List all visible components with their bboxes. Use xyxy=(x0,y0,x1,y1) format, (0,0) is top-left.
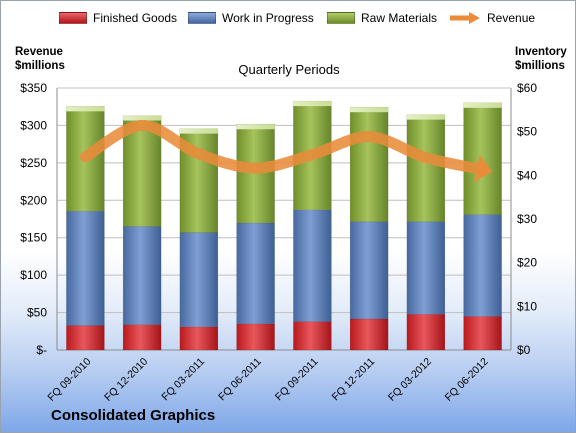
x-tick-label: FQ 12-2011 xyxy=(330,356,378,404)
left-axis-title: Revenue $millions xyxy=(15,45,65,73)
bar-finished-goods xyxy=(122,324,162,351)
right-tick-label: $30 xyxy=(517,212,537,226)
right-tick-label: $50 xyxy=(517,125,537,139)
x-tick-label: FQ 12-2010 xyxy=(102,356,150,404)
x-tick-label: FQ 09-2011 xyxy=(273,356,321,404)
legend-arrow-icon xyxy=(450,12,480,24)
right-tick-label: $40 xyxy=(517,168,537,182)
left-tick-label: $100 xyxy=(20,268,47,282)
left-axis-title-line-2: $millions xyxy=(15,60,65,72)
right-axis-title-line-2: $millions xyxy=(515,60,565,72)
bar-top-cap xyxy=(123,115,162,121)
bar-raw-materials xyxy=(406,114,446,222)
legend-swatch-finished-goods xyxy=(59,12,87,24)
legend: Finished Goods Work in Progress Raw Mate… xyxy=(1,11,575,29)
right-tick-label: $60 xyxy=(517,81,537,95)
bar-top-cap xyxy=(406,114,445,120)
right-tick-label: $20 xyxy=(517,256,537,270)
revenue-arrow-head xyxy=(473,154,493,183)
legend-item-work-in-progress: Work in Progress xyxy=(188,11,314,25)
left-tick-label: $200 xyxy=(20,193,47,207)
left-tick-label: $250 xyxy=(20,156,47,170)
x-tick-label: FQ 09-2010 xyxy=(45,356,93,404)
legend-label-revenue: Revenue xyxy=(487,11,536,25)
revenue-line xyxy=(79,119,493,183)
bar-work-in-progress xyxy=(179,232,219,328)
bar-top-cap xyxy=(236,124,275,130)
right-axis-title: Inventory $millions xyxy=(515,45,567,73)
bar-finished-goods xyxy=(66,325,105,351)
left-tick-label: $50 xyxy=(27,306,47,320)
bar-top-cap xyxy=(179,128,218,134)
bar-finished-goods xyxy=(406,313,446,351)
legend-item-finished-goods: Finished Goods xyxy=(59,11,177,25)
right-tick-label: $10 xyxy=(517,299,537,313)
bar-finished-goods xyxy=(179,326,219,351)
legend-label-raw-materials: Raw Materials xyxy=(361,11,438,25)
left-axis-ticks: $- $50 $100 $150 $200 $250 $300 $350 xyxy=(20,81,47,357)
bar-work-in-progress xyxy=(293,209,332,322)
bar-work-in-progress xyxy=(66,210,105,326)
left-tick-label: $350 xyxy=(20,81,47,95)
bar-finished-goods xyxy=(293,321,332,351)
bar-top-cap xyxy=(463,102,502,108)
bar-finished-goods xyxy=(349,318,389,351)
bar-top-cap xyxy=(66,106,105,112)
left-tick-label: $300 xyxy=(20,118,47,132)
bar-work-in-progress xyxy=(349,221,389,320)
x-tick-label: FQ 03-2012 xyxy=(386,356,434,404)
bar-raw-materials xyxy=(349,106,389,222)
bars xyxy=(66,100,502,351)
bar-work-in-progress xyxy=(236,222,275,325)
legend-swatch-raw-materials xyxy=(327,12,355,24)
bar-top-cap xyxy=(293,101,332,107)
bar-finished-goods xyxy=(236,323,275,351)
x-axis-ticks: FQ 09-2010 FQ 12-2010 FQ 03-2011 FQ 06-2011… xyxy=(45,356,490,404)
bar-top-cap xyxy=(350,107,389,113)
right-axis-ticks: $0 $10 $20 $30 $40 $50 $60 xyxy=(517,81,537,357)
x-tick-label: FQ 06-2012 xyxy=(443,356,491,404)
legend-label-work-in-progress: Work in Progress xyxy=(222,11,314,25)
left-axis-title-line-1: Revenue xyxy=(15,46,63,58)
left-tick-label: $150 xyxy=(20,231,47,245)
right-tick-label: $0 xyxy=(517,343,531,357)
left-tick-label: $- xyxy=(36,343,47,357)
bar-work-in-progress xyxy=(406,221,446,315)
x-tick-label: FQ 06-2011 xyxy=(216,356,264,404)
revenue-line-path xyxy=(79,119,489,176)
legend-item-raw-materials: Raw Materials xyxy=(327,11,437,25)
right-axis-title-line-1: Inventory xyxy=(515,46,567,58)
bar-finished-goods xyxy=(463,316,502,351)
legend-swatch-work-in-progress xyxy=(188,12,216,24)
bar-work-in-progress xyxy=(463,214,502,317)
legend-item-revenue: Revenue xyxy=(449,11,535,25)
bar-work-in-progress xyxy=(122,226,162,325)
chart-title: Quarterly Periods xyxy=(238,62,340,77)
x-tick-label: FQ 03-2011 xyxy=(159,356,207,404)
company-name: Consolidated Graphics xyxy=(51,407,216,424)
legend-label-finished-goods: Finished Goods xyxy=(93,11,178,25)
